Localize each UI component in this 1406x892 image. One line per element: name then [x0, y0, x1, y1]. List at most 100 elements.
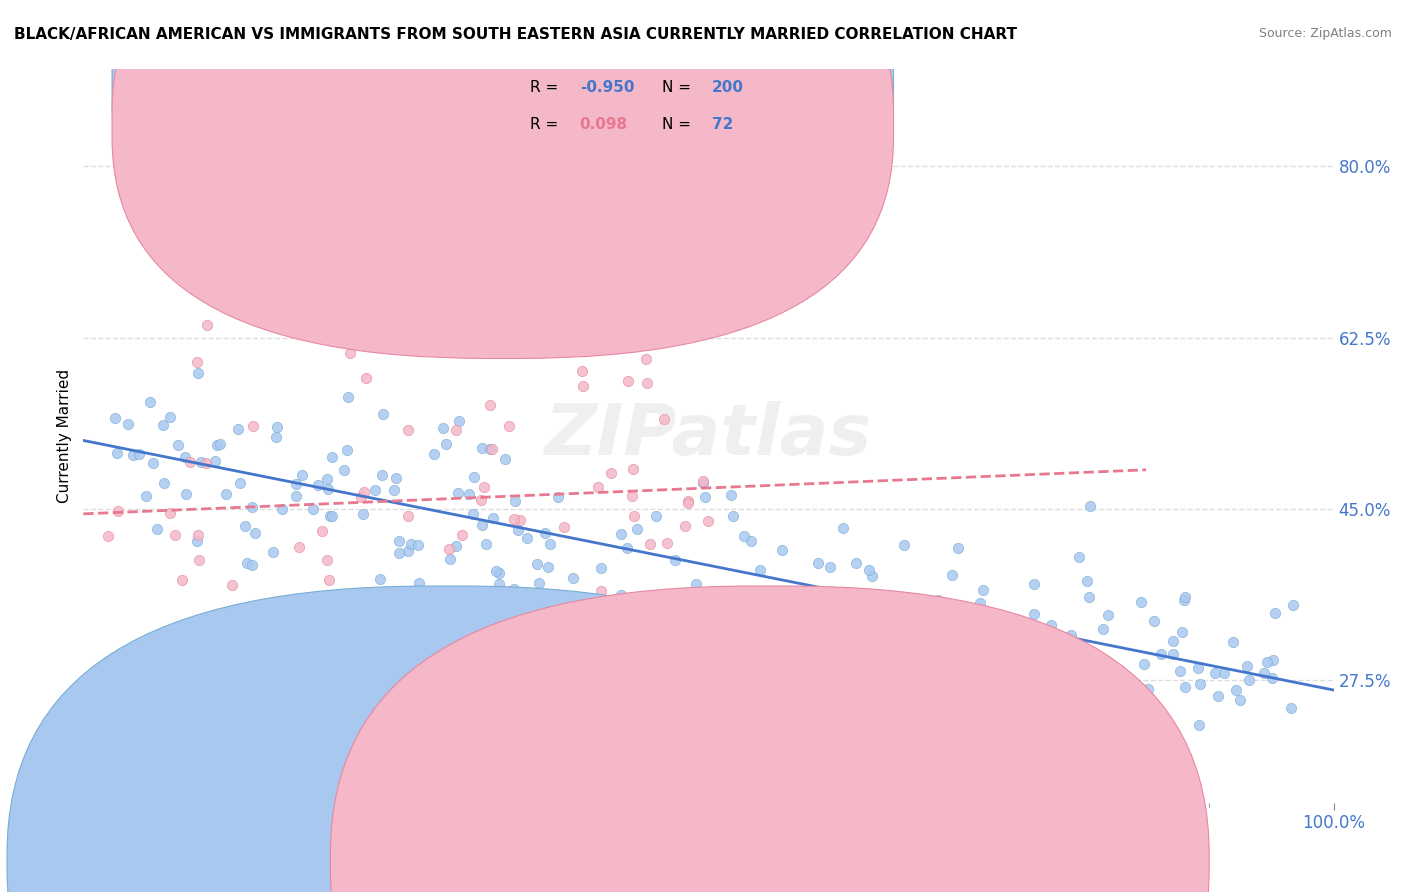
Point: [904, 598, 927, 612]
Point: [307, 478, 329, 492]
Point: [856, 630, 879, 644]
Point: [434, 437, 457, 451]
Point: [302, 502, 325, 516]
Point: [534, 332, 557, 346]
Point: [589, 584, 612, 599]
Point: [295, 606, 318, 620]
Point: [634, 351, 657, 366]
Point: [814, 629, 837, 643]
Point: [506, 326, 529, 340]
Point: [488, 566, 510, 580]
Point: [714, 597, 737, 611]
Point: [364, 483, 387, 497]
Point: [408, 575, 430, 590]
Point: [700, 620, 723, 634]
Text: 72: 72: [713, 117, 734, 132]
Point: [553, 520, 575, 534]
Point: [598, 609, 620, 624]
Point: [1060, 628, 1083, 642]
Point: [187, 528, 209, 542]
Point: [972, 582, 994, 597]
Point: [770, 543, 793, 558]
Point: [953, 613, 976, 627]
Point: [1256, 655, 1278, 669]
Point: [488, 577, 510, 591]
Point: [288, 540, 311, 554]
Point: [233, 519, 256, 533]
Point: [889, 614, 911, 628]
Point: [918, 642, 941, 657]
Point: [470, 492, 492, 507]
Point: [236, 556, 259, 570]
Point: [315, 472, 337, 486]
Point: [1206, 689, 1229, 703]
Point: [1039, 618, 1062, 632]
Point: [858, 625, 880, 640]
Point: [1204, 665, 1226, 680]
Point: [969, 596, 991, 610]
Point: [167, 438, 190, 452]
Point: [685, 577, 707, 591]
Point: [353, 484, 375, 499]
Point: [828, 623, 851, 637]
Point: [720, 488, 742, 502]
Point: [284, 489, 307, 503]
Point: [533, 525, 555, 540]
Point: [105, 446, 128, 460]
Point: [326, 593, 349, 607]
Point: [1213, 666, 1236, 681]
Point: [229, 475, 252, 490]
Point: [636, 376, 658, 391]
Point: [266, 420, 288, 434]
Point: [517, 648, 540, 663]
Point: [664, 553, 686, 567]
FancyBboxPatch shape: [112, 0, 894, 359]
Point: [697, 310, 720, 324]
Point: [451, 618, 474, 632]
Point: [336, 390, 359, 404]
Point: [1099, 681, 1122, 696]
Point: [1024, 634, 1046, 648]
Point: [858, 563, 880, 577]
Point: [284, 476, 307, 491]
Point: [1150, 647, 1173, 661]
Point: [1097, 607, 1119, 622]
Point: [1188, 677, 1211, 691]
Point: [190, 455, 212, 469]
Point: [831, 521, 853, 535]
Point: [205, 438, 228, 452]
Point: [122, 448, 145, 462]
Point: [195, 318, 218, 332]
Point: [173, 450, 195, 465]
Point: [371, 407, 394, 421]
Point: [318, 482, 340, 496]
Text: Source: ZipAtlas.com: Source: ZipAtlas.com: [1258, 27, 1392, 40]
Text: BLACK/AFRICAN AMERICAN VS IMMIGRANTS FROM SOUTH EASTERN ASIA CURRENTLY MARRIED C: BLACK/AFRICAN AMERICAN VS IMMIGRANTS FRO…: [14, 27, 1017, 42]
Point: [209, 437, 232, 451]
Point: [498, 419, 520, 434]
Point: [621, 462, 644, 476]
FancyBboxPatch shape: [464, 57, 821, 157]
Point: [727, 599, 749, 613]
Point: [444, 539, 467, 553]
Point: [195, 456, 218, 470]
Point: [976, 615, 998, 629]
Point: [1067, 549, 1090, 564]
Point: [204, 454, 226, 468]
Point: [676, 494, 699, 508]
Point: [862, 593, 884, 607]
Point: [152, 417, 174, 432]
Point: [107, 504, 129, 518]
Point: [1225, 683, 1247, 698]
Point: [1078, 590, 1101, 604]
Point: [170, 573, 193, 587]
Point: [207, 610, 229, 624]
Point: [692, 474, 714, 488]
Point: [589, 561, 612, 575]
Point: [616, 541, 638, 555]
Point: [623, 508, 645, 523]
Point: [117, 417, 139, 432]
Point: [368, 572, 391, 586]
Point: [845, 556, 868, 570]
Point: [657, 536, 679, 550]
